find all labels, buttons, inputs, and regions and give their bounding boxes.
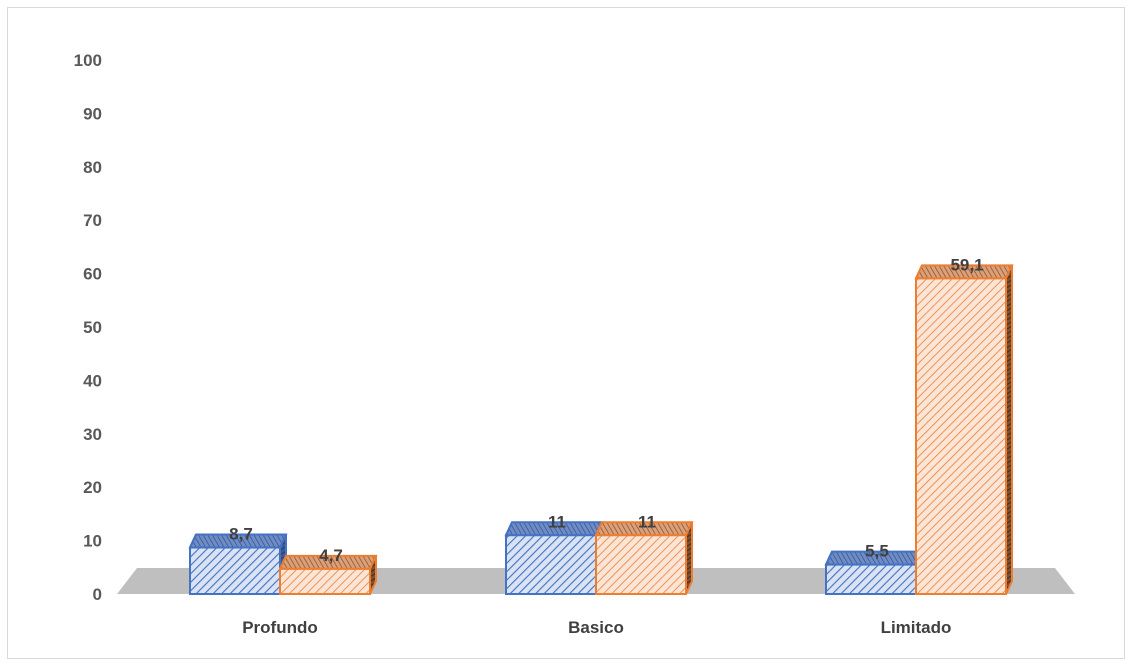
bar bbox=[504, 521, 604, 596]
y-tick-label: 100 bbox=[74, 51, 102, 70]
bar bbox=[914, 264, 1014, 595]
y-tick-label: 80 bbox=[83, 158, 102, 177]
y-tick-label: 0 bbox=[93, 585, 102, 604]
y-tick-label: 20 bbox=[83, 478, 102, 497]
x-category-label: Basico bbox=[568, 618, 624, 637]
bar-front-face bbox=[279, 567, 371, 595]
bar-front-face bbox=[595, 534, 687, 596]
data-label: 11 bbox=[548, 512, 566, 531]
y-tick-label: 10 bbox=[83, 532, 102, 551]
bar bbox=[594, 521, 694, 596]
bar-front-face bbox=[189, 546, 281, 595]
bar bbox=[278, 554, 378, 595]
data-label: 4,7 bbox=[319, 546, 343, 565]
y-tick-label: 70 bbox=[83, 211, 102, 230]
y-tick-label: 30 bbox=[83, 425, 102, 444]
y-tick-label: 60 bbox=[83, 265, 102, 284]
y-tick-label: 40 bbox=[83, 371, 102, 390]
y-tick-label: 50 bbox=[83, 318, 102, 337]
bar-front-face bbox=[825, 563, 917, 596]
y-tick-label: 90 bbox=[83, 104, 102, 123]
bar-front-face bbox=[505, 534, 597, 596]
data-label: 59,1 bbox=[950, 255, 983, 274]
data-label: 11 bbox=[638, 512, 656, 531]
x-category-label: Profundo bbox=[242, 618, 318, 637]
x-category-label: Limitado bbox=[881, 618, 952, 637]
data-label: 5,5 bbox=[865, 542, 889, 561]
bar-front-face bbox=[915, 277, 1007, 595]
bar bbox=[824, 550, 924, 596]
data-label: 8,7 bbox=[229, 525, 253, 544]
